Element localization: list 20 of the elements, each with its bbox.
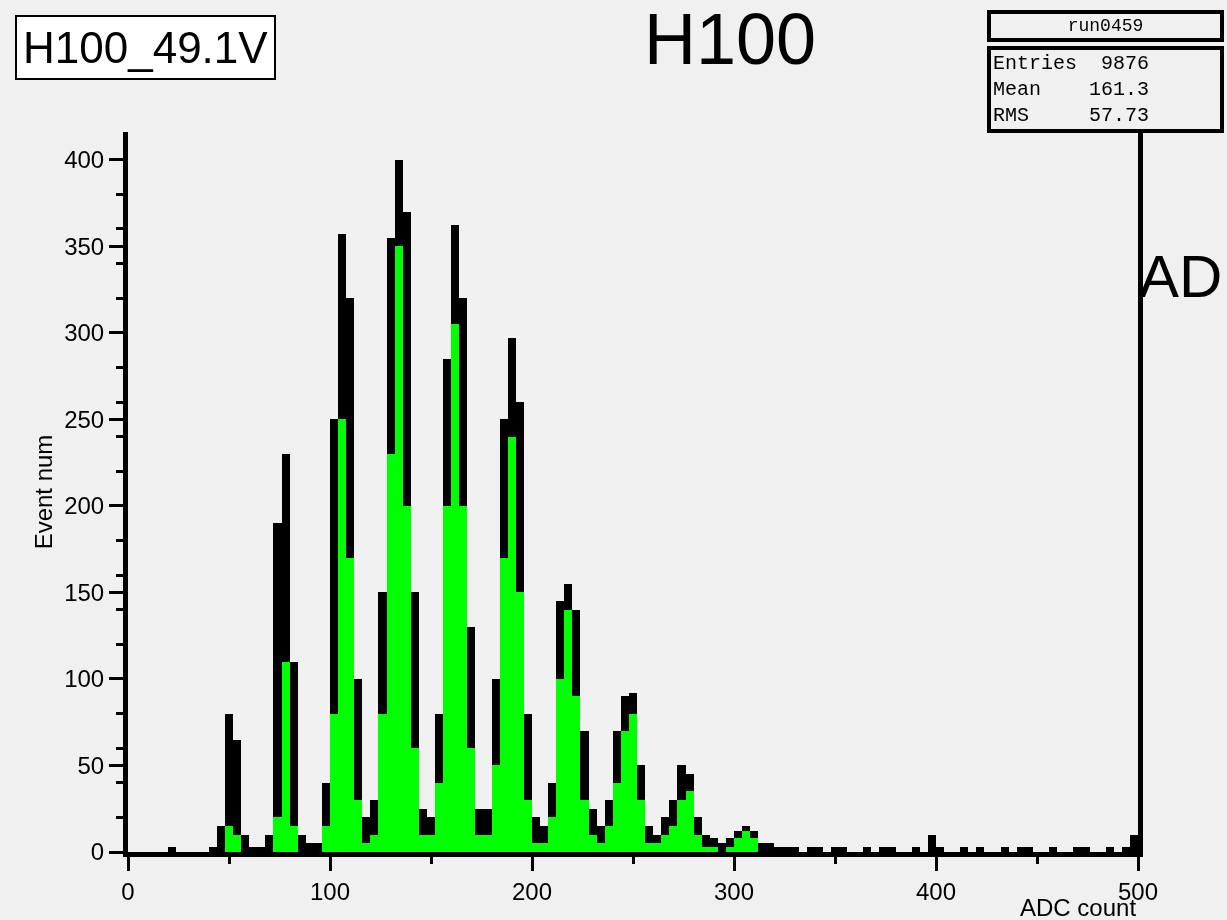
y-tick-label: 100 bbox=[64, 665, 105, 693]
y-tick-label: 250 bbox=[64, 405, 105, 433]
text: Entries 9876 Mean 161.3 RMS 57.73 bbox=[993, 52, 1150, 127]
x-tick-label: 200 bbox=[511, 877, 553, 905]
text: AD bbox=[1139, 243, 1223, 310]
x-tick-label: 100 bbox=[309, 877, 351, 905]
y-tick-label: 150 bbox=[64, 578, 105, 606]
x-tick-label: 400 bbox=[915, 877, 957, 905]
y-tick-label: 350 bbox=[64, 232, 105, 260]
y-axis-title: Event num bbox=[30, 434, 58, 550]
x-tick-label: 0 bbox=[121, 877, 135, 905]
y-tick-label: 200 bbox=[64, 492, 105, 520]
text: H100_49.1V bbox=[23, 23, 269, 72]
y-tick-label: 400 bbox=[64, 146, 105, 174]
y-tick-label: 0 bbox=[90, 838, 105, 866]
y-tick-label: 300 bbox=[64, 319, 105, 347]
y-tick-label: 50 bbox=[77, 751, 105, 779]
chart-title: H100 bbox=[644, 0, 817, 80]
text: run0459 bbox=[1067, 16, 1144, 36]
x-tick-label: 300 bbox=[713, 877, 755, 905]
